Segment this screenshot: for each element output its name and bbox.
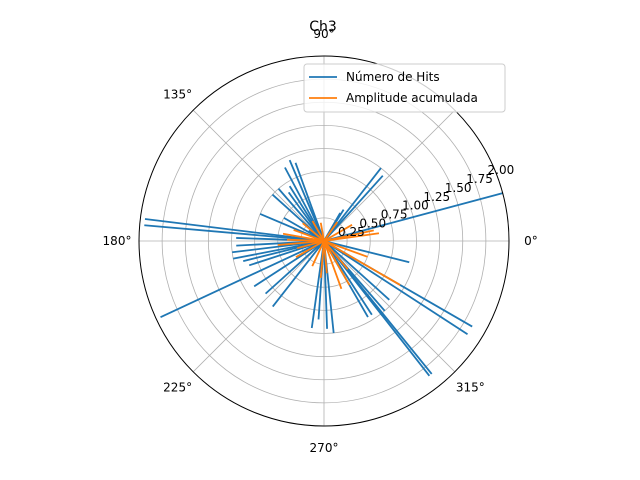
stem-series0-6 [288, 159, 325, 242]
stem-series1-15 [323, 240, 328, 274]
stem-series1-6 [302, 222, 325, 242]
stem-series1-5 [311, 220, 325, 242]
legend-box [303, 63, 506, 113]
legend-label-0: Número de Hits [346, 70, 440, 84]
chart-title: Ch3 [309, 19, 337, 35]
grid-spoke-3 [192, 109, 325, 242]
stem-series1-2 [323, 224, 353, 242]
stem-series1-3 [323, 221, 339, 242]
stem-series1-17 [323, 240, 351, 286]
stem-series1-18 [323, 240, 349, 270]
grid-spoke-5 [192, 240, 325, 373]
angle-tick-labels: 0° 90° 135° 180° 225° 270° 315° [103, 27, 538, 455]
r-tick-3: 1.00 [402, 199, 429, 213]
r-tick-7: 2.00 [488, 163, 515, 177]
stem-series1-8 [282, 232, 325, 242]
stem-series0-16 [144, 224, 325, 242]
angle-tick-270: 270° [310, 441, 339, 455]
stem-series1-1 [323, 229, 374, 242]
grid-spoke-7 [323, 240, 456, 373]
stem-series1-11 [296, 240, 325, 250]
stem-series0-39 [323, 240, 410, 264]
r-tick-4: 1.25 [423, 190, 450, 204]
data-stems [144, 159, 503, 377]
angle-tick-225: 225° [163, 380, 192, 394]
stem-series1-14 [319, 240, 325, 278]
stem-series0-1 [323, 175, 384, 242]
r-tick-6: 1.75 [466, 172, 493, 186]
stem-series0-25 [264, 240, 325, 295]
radial-tick-labels: 0.250.500.751.001.251.501.752.00 [338, 163, 514, 239]
stem-series0-26 [272, 240, 325, 308]
stem-series1-10 [277, 240, 325, 246]
stem-series1-7 [293, 229, 325, 242]
r-tick-1: 0.50 [359, 216, 386, 230]
stem-series0-23 [160, 240, 325, 319]
stem-series1-12 [295, 240, 325, 258]
stem-series0-13 [283, 217, 325, 242]
angle-tick-180: 180° [103, 234, 132, 248]
stem-series0-36 [323, 240, 390, 301]
r-tick-2: 0.75 [381, 207, 408, 221]
angle-tick-315: 315° [456, 380, 485, 394]
angle-tick-135: 135° [163, 88, 192, 102]
stem-series1-4 [319, 222, 325, 242]
angle-tick-0: 0° [524, 234, 538, 248]
r-tick-0: 0.25 [338, 225, 365, 239]
stem-series0-37 [323, 240, 469, 335]
stem-series1-20 [323, 240, 368, 258]
angle-tick-90: 90° [313, 27, 334, 41]
stem-series1-19 [323, 240, 401, 286]
stem-series0-15 [144, 218, 325, 242]
r-tick-5: 1.50 [445, 181, 472, 195]
stem-series1-13 [311, 240, 325, 267]
outer-circle [138, 55, 510, 427]
polar-frame [138, 55, 510, 427]
grid-spoke-1 [323, 109, 456, 242]
legend: Número de Hits Amplitude acumulada [303, 63, 506, 113]
legend-label-1: Amplitude acumulada [346, 91, 478, 105]
stem-series1-16 [323, 240, 343, 290]
stem-series0-10 [277, 188, 325, 242]
stem-series0-0 [323, 192, 503, 242]
